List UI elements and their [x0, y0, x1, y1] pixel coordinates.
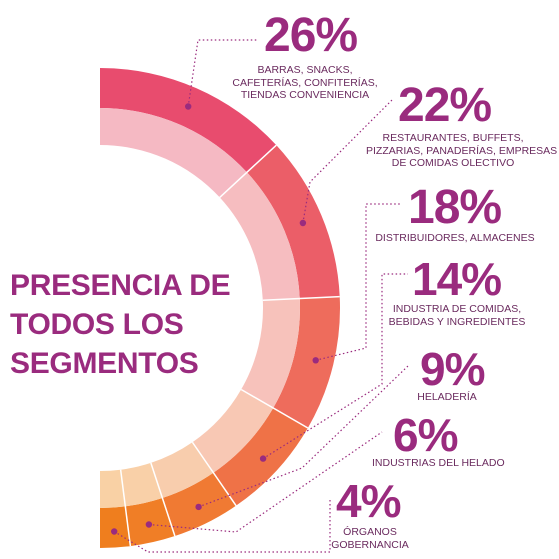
segment-separator — [262, 295, 340, 301]
donut-inner-segment — [150, 442, 214, 499]
leader-dot — [195, 503, 202, 511]
donut-inner-segment — [241, 298, 300, 408]
leader-dot — [299, 219, 307, 227]
leader-dot — [185, 103, 192, 110]
segment-value-label: 9% — [420, 343, 485, 395]
segment-separator — [240, 388, 309, 429]
title-line-1: PRESENCIA DE — [10, 269, 231, 302]
donut-inner-segment — [100, 469, 126, 508]
segment-separator — [150, 462, 176, 537]
segment-category-label: INDUSTRIA DE COMIDAS, BEBIDAS Y INGREDIE… — [388, 303, 526, 328]
segment-value-label: 26% — [264, 9, 358, 62]
title-line-3: SEGMENTOS — [10, 347, 199, 380]
donut-inner-segment — [219, 172, 300, 301]
segment-value-label: 4% — [336, 475, 401, 527]
title-line-2: TODOS LOS — [10, 308, 184, 341]
segment-value-label: 6% — [393, 409, 458, 461]
donut-inner-segment — [100, 108, 247, 198]
donut-outer-segment — [100, 506, 131, 548]
leader-line — [148, 431, 383, 533]
donut-outer-segment — [246, 145, 340, 299]
leader-dot — [145, 521, 153, 528]
leader-line — [198, 365, 409, 508]
donut-outer-segment — [273, 296, 341, 428]
segment-value-label: 18% — [408, 181, 502, 234]
chart-title: PRESENCIA DE TODOS LOS SEGMENTOS — [10, 266, 240, 383]
segment-category-label: RESTAURANTES, BUFFETS, PIZZARIAS, PANADE… — [366, 132, 558, 169]
donut-inner-segment — [192, 389, 274, 473]
segment-separator — [219, 144, 277, 198]
leader-dot — [111, 528, 118, 535]
segment-separator — [119, 469, 132, 547]
segment-category-label: ÓRGANOS GOBERNANCIA — [331, 526, 409, 551]
donut-outer-segment — [100, 68, 277, 173]
segment-category-label: BARRAS, SNACKS, CAFETERÍAS, CONFITERÍAS,… — [232, 64, 378, 101]
segment-category-label: INDUSTRIAS DEL HELADO — [372, 457, 505, 469]
leader-dot — [312, 357, 319, 364]
segment-category-label: DISTRIBUIDORES, ALMACENES — [375, 232, 535, 244]
segment-category-label: HELADERÍA — [417, 391, 477, 403]
segment-value-label: 22% — [398, 79, 492, 132]
donut-inner-segment — [120, 462, 163, 507]
leader-dot — [259, 455, 267, 462]
segment-value-label: 14% — [412, 253, 502, 305]
